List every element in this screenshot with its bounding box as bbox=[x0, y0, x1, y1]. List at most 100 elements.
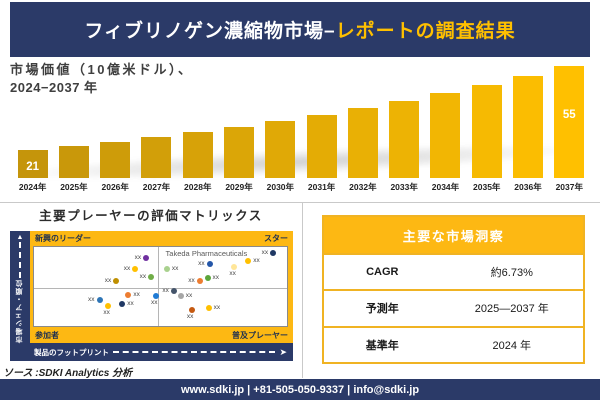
matrix-point-label: xx bbox=[123, 265, 131, 273]
insights-row: 基準年 2024 年 bbox=[324, 325, 583, 362]
arrow-up-icon: ▲ bbox=[16, 234, 24, 241]
bar-2036年 bbox=[513, 76, 544, 178]
matrix-point-label: xx bbox=[185, 291, 193, 299]
x-tick-label: 2037年 bbox=[555, 182, 583, 192]
bar-2026年 bbox=[100, 142, 131, 178]
key-insights-table: 主要な市場洞察 CAGR 約6.73% 予測年 2025—2037 年基準年 2024 … bbox=[322, 215, 585, 364]
page-title: フィブリノゲン濃縮物市場–レポートの調査結果 bbox=[84, 16, 515, 43]
y-axis-label: 市場シェア・順位 bbox=[16, 279, 23, 343]
matrix-point: xx bbox=[163, 266, 178, 273]
x-tick-label: 2035年 bbox=[473, 182, 501, 192]
footer-banner: www.sdki.jp | +81-505-050-9337 | info@sd… bbox=[0, 379, 600, 400]
matrix-point-label: xx bbox=[133, 290, 140, 298]
matrix-point: xx bbox=[124, 266, 139, 273]
x-tick-label: 2027年 bbox=[142, 182, 171, 192]
matrix-point: xx bbox=[187, 307, 195, 320]
insights-row-label: 予測年 bbox=[365, 303, 399, 316]
quadrant-label-emerging-leaders: 新興のリーダー bbox=[35, 234, 91, 243]
matrix-point: xx bbox=[204, 275, 219, 282]
quadrant-label-participants: 参加者 bbox=[35, 331, 59, 340]
report-title-banner: フィブリノゲン濃縮物市場–レポートの調査結果 bbox=[10, 2, 590, 57]
chart-heading-line2: 2024−2037 年 bbox=[10, 80, 98, 96]
matrix-point-label: xx bbox=[150, 298, 158, 306]
matrix-point-label: xx bbox=[198, 259, 205, 267]
highlighted-company-label: Takeda Pharmaceuticals bbox=[165, 248, 248, 258]
matrix-point: xx bbox=[119, 300, 134, 307]
matrix-point-label: xx bbox=[104, 277, 112, 285]
insights-row: 予測年 2025—2037 年 bbox=[324, 289, 583, 326]
insights-row-value: 2024 年 bbox=[492, 339, 532, 352]
bar-chart-x-axis: 2024年 2025年 2026年 2027年 2028年 2029年 2030年 2031年… bbox=[12, 181, 590, 193]
matrix-point: xx bbox=[151, 292, 159, 305]
matrix-point: xx bbox=[105, 278, 120, 285]
x-tick-label: 2034年 bbox=[431, 182, 460, 192]
source-note: ソース :SDKI Analytics 分析 bbox=[3, 368, 133, 379]
matrix-point-label: xx bbox=[253, 256, 260, 264]
x-axis-label: 製品のフットプリント bbox=[34, 347, 109, 357]
matrix-point-label: xx bbox=[212, 274, 220, 282]
matrix-point-label: xx bbox=[229, 269, 236, 277]
x-tick-label: 2032年 bbox=[349, 182, 377, 192]
insights-row-label: CAGR bbox=[366, 266, 399, 279]
matrix-point-label: xx bbox=[103, 308, 110, 316]
vertical-divider bbox=[302, 202, 303, 378]
bar-2030年 bbox=[265, 121, 296, 178]
bar-2028年 bbox=[182, 132, 213, 178]
matrix-point: xx bbox=[229, 263, 238, 276]
matrix-point: xx bbox=[135, 254, 150, 261]
chart-heading: 市場価値（10億米ドル）、 2024−2037 年 bbox=[10, 61, 193, 97]
matrix-point-label: xx bbox=[188, 277, 195, 285]
matrix-body: 新興のリーダー スター Takeda Pharmaceuticals xx xx x… bbox=[30, 231, 293, 343]
bar-2033年 bbox=[389, 101, 420, 178]
insights-row-value: 約6.73% bbox=[490, 267, 533, 280]
insights-row-value: 2025—2037 年 bbox=[474, 303, 549, 316]
matrix-point: xx bbox=[198, 260, 213, 267]
matrix-point: xx bbox=[188, 278, 203, 285]
quadrant-label-stars: スター bbox=[264, 234, 288, 243]
x-tick-label: 2024年 bbox=[18, 182, 47, 192]
x-tick-label: 2026年 bbox=[101, 182, 129, 192]
matrix-point-label: xx bbox=[261, 248, 269, 256]
matrix-point-label: xx bbox=[213, 304, 221, 312]
insights-row: CAGR 約6.73% bbox=[324, 253, 583, 290]
quadrant-horizontal-line bbox=[34, 288, 287, 290]
matrix-point-label: xx bbox=[88, 295, 95, 303]
bar-chart-bars: 21 55 bbox=[12, 66, 590, 178]
bar-2027年 bbox=[141, 137, 172, 178]
bar-2037年: 55 bbox=[554, 66, 585, 178]
page-title-accent: レポートの調査結果 bbox=[335, 21, 516, 42]
x-axis-dashed-line bbox=[113, 351, 276, 353]
matrix-point: xx bbox=[140, 274, 155, 281]
chart-heading-line1: 市場価値（10億米ドル）、 bbox=[10, 62, 194, 77]
bar-value-label: 21 bbox=[26, 160, 40, 173]
x-tick-label: 2029年 bbox=[225, 182, 253, 192]
matrix-point-label: xx bbox=[127, 299, 134, 307]
matrix-y-axis: ▲ 市場シェア・順位 bbox=[10, 231, 30, 361]
matrix-point: xx bbox=[125, 291, 140, 298]
bar-2034年 bbox=[430, 93, 461, 178]
horizontal-divider bbox=[0, 202, 600, 203]
matrix-point: xx bbox=[177, 292, 192, 299]
insights-row-label: 基準年 bbox=[365, 339, 399, 352]
matrix-point: xx bbox=[262, 249, 277, 256]
footer-contact-text: www.sdki.jp | +81-505-050-9337 | info@sd… bbox=[180, 383, 420, 396]
matrix-point: xx bbox=[88, 296, 103, 303]
matrix-point-label: xx bbox=[186, 313, 194, 321]
x-tick-label: 2030年 bbox=[266, 182, 295, 192]
x-tick-label: 2036年 bbox=[514, 182, 542, 192]
x-tick-label: 2033年 bbox=[390, 182, 418, 192]
quadrant-label-pervasive-players: 普及プレーヤー bbox=[232, 331, 288, 340]
bar-2029年 bbox=[224, 127, 255, 178]
x-tick-label: 2025年 bbox=[60, 182, 88, 192]
matrix-title: 主要プレーヤーの評価マトリックス bbox=[39, 209, 263, 223]
insights-table-header: 主要な市場洞察 bbox=[324, 217, 583, 253]
matrix-plot: Takeda Pharmaceuticals xx xx xx xx xx xx xx xx x… bbox=[33, 246, 288, 327]
x-tick-label: 2031年 bbox=[307, 182, 336, 192]
arrow-right-icon: ➤ bbox=[279, 346, 287, 357]
insights-rows: CAGR 約6.73% 予測年 2025—2037 年基準年 2024 年 bbox=[324, 253, 583, 362]
matrix-point-label: xx bbox=[139, 273, 147, 281]
bar-2032年 bbox=[347, 108, 378, 178]
matrix-point: xx bbox=[245, 257, 260, 264]
matrix-point: xx bbox=[162, 287, 177, 294]
matrix-point-label: xx bbox=[162, 286, 169, 294]
